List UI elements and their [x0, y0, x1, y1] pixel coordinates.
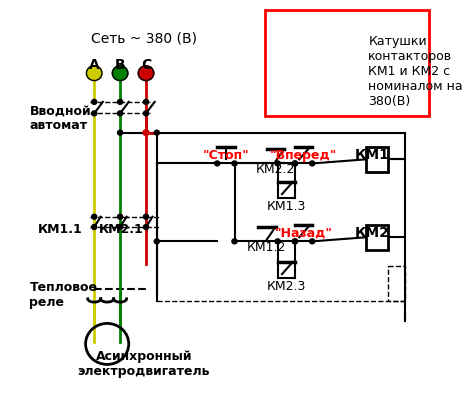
- FancyBboxPatch shape: [264, 9, 429, 116]
- Circle shape: [118, 111, 123, 116]
- Circle shape: [144, 225, 148, 230]
- Text: Асинхронный
электродвигатель: Асинхронный электродвигатель: [78, 351, 210, 378]
- Text: КМ1.1: КМ1.1: [38, 223, 83, 235]
- Circle shape: [144, 214, 148, 219]
- Text: "Назад": "Назад": [274, 227, 333, 240]
- Circle shape: [232, 239, 237, 244]
- Circle shape: [91, 111, 97, 116]
- Text: C: C: [141, 58, 151, 72]
- Circle shape: [91, 100, 97, 104]
- Text: КМ2: КМ2: [355, 226, 390, 240]
- Circle shape: [275, 239, 280, 244]
- Text: Катушки
контакторов
КМ1 и КМ2 с
номиналом на
380(В): Катушки контакторов КМ1 и КМ2 с номинало…: [368, 35, 463, 108]
- Circle shape: [118, 130, 123, 135]
- Circle shape: [138, 66, 154, 81]
- Circle shape: [215, 161, 220, 166]
- Circle shape: [144, 111, 148, 116]
- Circle shape: [118, 100, 123, 104]
- Circle shape: [310, 161, 315, 166]
- Text: КМ2.3: КМ2.3: [266, 280, 306, 293]
- Circle shape: [143, 130, 149, 135]
- Text: КМ1.2: КМ1.2: [247, 241, 287, 254]
- Circle shape: [86, 66, 102, 81]
- Text: КМ1: КМ1: [355, 148, 390, 162]
- Circle shape: [275, 161, 280, 166]
- Text: B: B: [115, 58, 126, 72]
- Circle shape: [292, 161, 298, 166]
- Text: "Вперед": "Вперед": [270, 149, 337, 162]
- Circle shape: [292, 239, 298, 244]
- Text: КМ2.1: КМ2.1: [99, 223, 143, 235]
- Text: Сеть ~ 380 (В): Сеть ~ 380 (В): [91, 31, 197, 45]
- Text: "Стоп": "Стоп": [202, 149, 249, 162]
- Circle shape: [232, 161, 237, 166]
- FancyBboxPatch shape: [366, 225, 388, 249]
- Circle shape: [154, 130, 159, 135]
- Circle shape: [112, 66, 128, 81]
- Circle shape: [292, 239, 298, 244]
- Circle shape: [91, 214, 97, 219]
- Circle shape: [91, 225, 97, 230]
- Circle shape: [310, 239, 315, 244]
- Circle shape: [118, 225, 123, 230]
- Circle shape: [118, 214, 123, 219]
- Circle shape: [154, 239, 159, 244]
- Circle shape: [144, 100, 148, 104]
- Text: КМ2.2: КМ2.2: [256, 163, 295, 176]
- Circle shape: [292, 161, 298, 166]
- Text: Вводной
автомат: Вводной автомат: [29, 104, 91, 132]
- Text: КМ1.3: КМ1.3: [266, 200, 306, 213]
- Text: A: A: [89, 58, 100, 72]
- Text: Тепловое
реле: Тепловое реле: [29, 281, 98, 309]
- FancyBboxPatch shape: [366, 147, 388, 172]
